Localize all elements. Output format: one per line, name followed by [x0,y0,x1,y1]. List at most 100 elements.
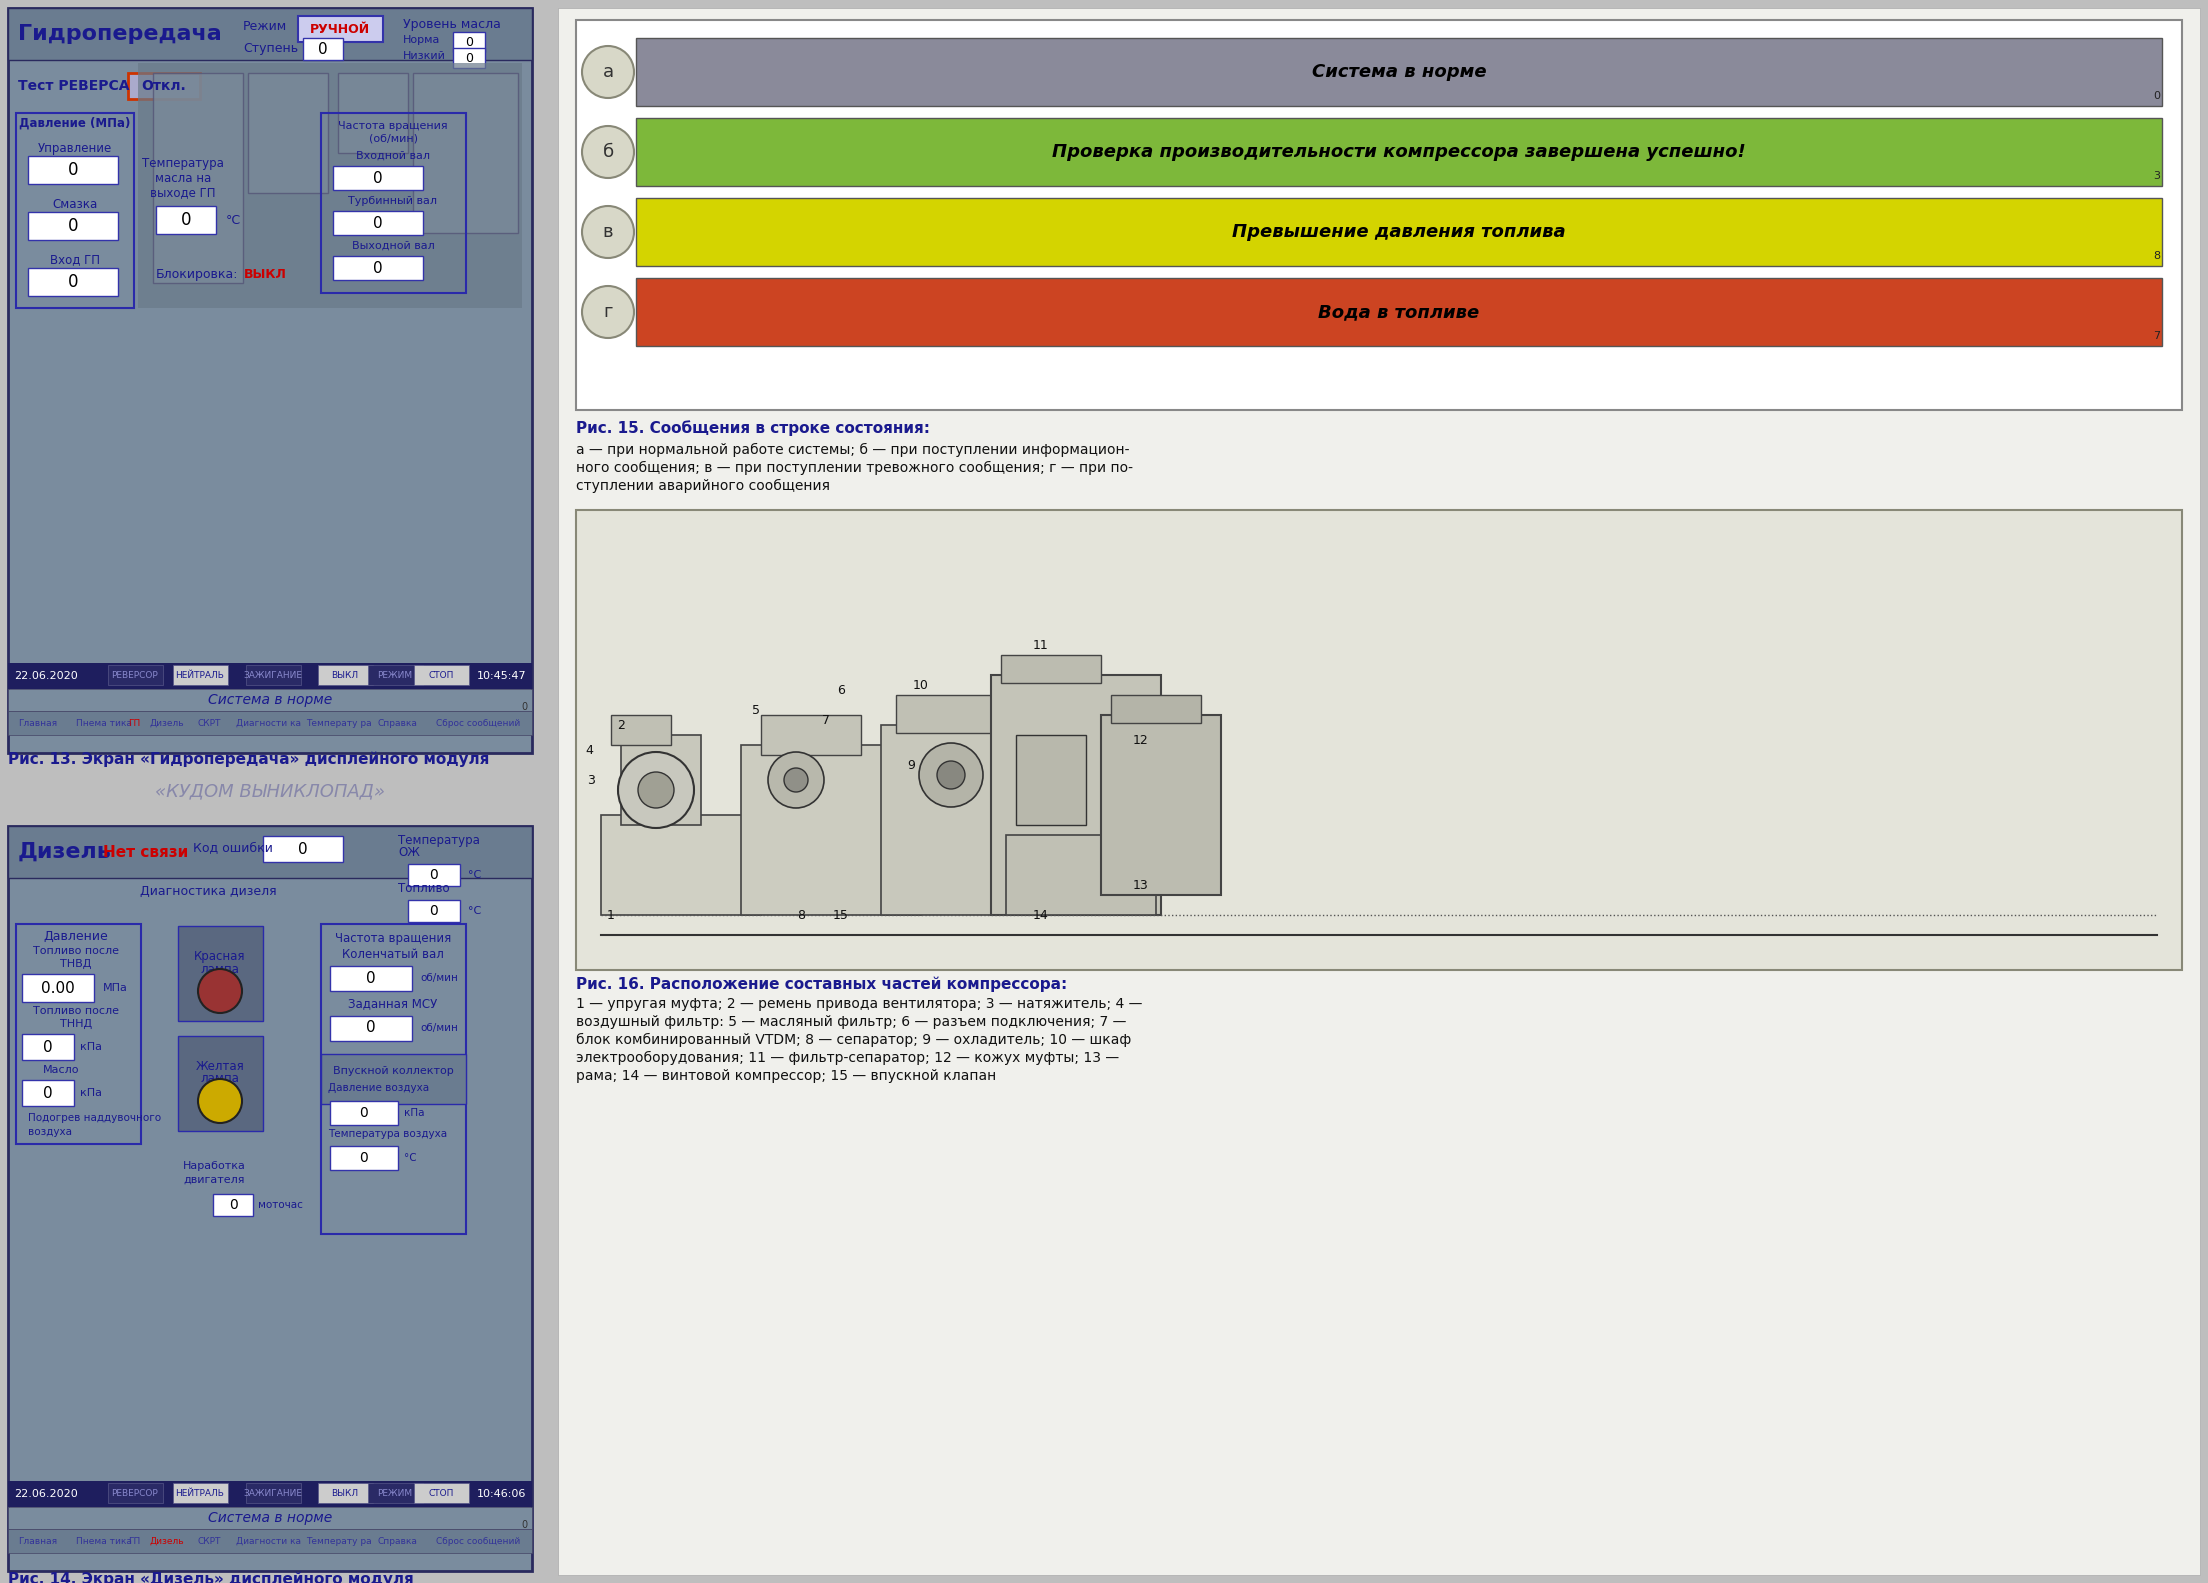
Bar [333,256,424,280]
Bar [1016,735,1086,825]
Bar [263,836,342,863]
Text: Тест РЕВЕРСА: Тест РЕВЕРСА [18,79,130,93]
Text: Система в норме: Система в норме [1312,63,1486,81]
Text: Давление (МПа): Давление (МПа) [20,117,130,130]
Text: 0: 0 [68,272,77,291]
Text: 7: 7 [2153,331,2159,340]
Text: Диагности ка: Диагности ка [236,1537,300,1545]
Text: 0: 0 [466,52,473,65]
Text: Ступень: Ступень [243,41,298,54]
Text: Главная: Главная [18,719,57,728]
Bar [333,211,424,234]
Text: 8: 8 [2153,252,2159,261]
Text: 0: 0 [181,211,192,230]
Text: Вода в топливе: Вода в топливе [1318,302,1479,321]
Text: 5: 5 [753,703,760,717]
Text: 0: 0 [431,904,439,918]
Text: Топливо после: Топливо после [33,1007,119,1016]
Text: Подогрев наддувочного: Подогрев наддувочного [29,1113,161,1122]
Text: Температура: Температура [141,157,223,169]
Text: 4: 4 [585,744,594,757]
Bar [9,1507,532,1529]
Text: 0: 0 [44,1040,53,1054]
Circle shape [583,206,634,258]
Text: РЕВЕРСОР: РЕВЕРСОР [113,1488,159,1498]
Text: 14: 14 [1033,909,1049,921]
Text: РЕЖИМ: РЕЖИМ [378,1488,413,1498]
Text: 2: 2 [616,719,625,731]
Text: Температу ра: Температу ра [307,1537,371,1545]
Text: 10:46:06: 10:46:06 [477,1490,526,1499]
Bar [172,665,227,685]
Text: а: а [603,63,614,81]
Bar [179,926,263,1021]
Text: Откл.: Откл. [141,79,185,93]
Bar [245,665,300,685]
Text: РУЧНОЙ: РУЧНОЙ [309,22,371,35]
Text: моточас: моточас [258,1200,302,1209]
Bar [329,1016,413,1042]
Circle shape [768,752,824,807]
Text: лампа: лампа [201,1073,238,1086]
Text: масла на: масла на [155,171,212,185]
Bar [415,1483,468,1502]
Text: °C: °C [225,214,241,226]
Bar [9,826,532,879]
Text: 0: 0 [521,1520,528,1531]
Bar [320,1054,466,1103]
Text: г: г [603,302,614,321]
Text: Дизель: Дизель [18,842,113,863]
Bar [636,38,2162,106]
Text: ОЖ: ОЖ [397,845,420,858]
Bar [212,1194,254,1216]
Text: 11: 11 [1033,638,1049,652]
Bar [29,268,117,296]
Text: ТННД: ТННД [60,1019,93,1029]
Bar [15,112,135,309]
Bar [620,735,700,825]
Text: °C: °C [468,905,481,917]
Bar [742,746,921,915]
Bar [453,47,486,68]
Text: Турбинный вал: Турбинный вал [349,196,437,206]
Text: ЗАЖИГАНИЕ: ЗАЖИГАНИЕ [243,671,302,679]
Text: Справка: Справка [378,719,417,728]
Text: 0: 0 [373,171,382,185]
Bar [128,73,201,100]
Text: °C: °C [468,871,481,880]
Text: Выходной вал: Выходной вал [351,241,435,252]
Text: Норма: Норма [404,35,439,44]
Text: об/мин: об/мин [420,1023,457,1034]
Text: ГП: ГП [128,719,141,728]
Text: ЗАЖИГАНИЕ: ЗАЖИГАНИЕ [243,1488,302,1498]
Bar [601,815,762,915]
Bar [9,8,532,60]
Bar [320,924,466,1235]
Text: Система в норме: Система в норме [208,693,331,708]
Bar [762,716,861,755]
Text: 0: 0 [298,842,307,856]
Bar [329,1146,397,1170]
Text: Превышение давления топлива: Превышение давления топлива [1232,223,1565,241]
Text: Дизель: Дизель [150,719,185,728]
Circle shape [583,287,634,339]
Bar [408,901,459,921]
Bar [22,974,95,1002]
Bar [408,864,459,886]
Text: об/мин: об/мин [420,974,457,983]
Bar [576,510,2182,970]
Text: 1 — упругая муфта; 2 — ремень привода вентилятора; 3 — натяжитель; 4 —: 1 — упругая муфта; 2 — ремень привода ве… [576,997,1142,1012]
Text: ВЫКЛ: ВЫКЛ [245,268,287,280]
Bar [1102,716,1221,894]
Bar [576,21,2182,410]
Text: 6: 6 [837,684,846,697]
Text: Рис. 15. Сообщения в строке состояния:: Рис. 15. Сообщения в строке состояния: [576,419,930,435]
Text: Частота вращения: Частота вращения [338,120,448,131]
Text: Сброс сообщений: Сброс сообщений [435,719,521,728]
Text: кПа: кПа [79,1042,102,1053]
Bar [9,689,532,711]
Text: Смазка: Смазка [53,198,97,211]
Text: ВЫКЛ: ВЫКЛ [331,1488,358,1498]
Text: ГП: ГП [128,1537,141,1545]
Text: 3: 3 [2153,171,2159,180]
